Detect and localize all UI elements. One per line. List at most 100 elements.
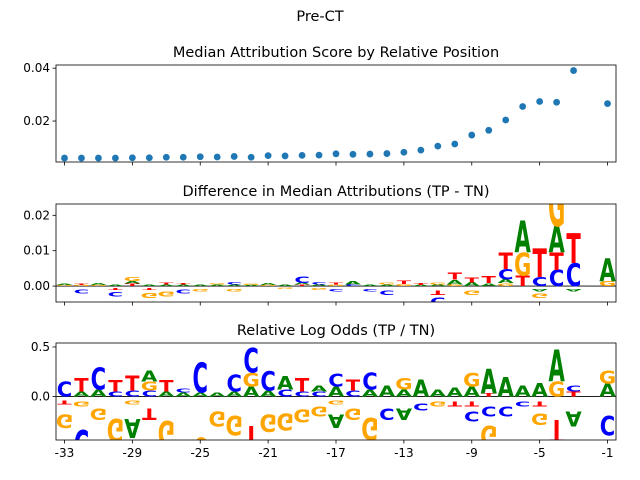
logo-letter-C: C — [294, 390, 309, 398]
logo-letter-A: A — [90, 283, 107, 286]
logo-letter-A: A — [175, 284, 192, 286]
logo-letter-glyph: T — [549, 412, 564, 449]
logo-letter-G: G — [463, 369, 480, 392]
logo-letter-glyph: A — [107, 285, 124, 287]
logo-letter-T: T — [515, 273, 530, 290]
logo-letter-glyph: A — [158, 284, 175, 286]
logo-letter-A: A — [192, 285, 209, 287]
logo-letter-G: G — [531, 409, 548, 427]
logo-letter-glyph: T — [125, 372, 140, 396]
logo-letter-glyph: G — [73, 285, 90, 287]
logo-letter-glyph: T — [465, 400, 480, 408]
logo-letter-glyph: G — [293, 405, 310, 426]
logo-letter-glyph: G — [480, 419, 497, 451]
scatter-point — [417, 146, 425, 154]
logo-letter-C: C — [413, 401, 428, 412]
logo-letter-G: G — [548, 378, 565, 402]
logo-letter-glyph: T — [142, 404, 157, 422]
logo-letter-glyph: C — [176, 288, 191, 294]
logo-letter-glyph: T — [244, 416, 258, 464]
logo-letter-glyph: C — [176, 388, 191, 394]
logo-letter-glyph: G — [429, 400, 446, 408]
logo-letter-C: C — [328, 370, 343, 391]
logo-letter-C: C — [74, 420, 89, 440]
logo-letter-glyph: G — [209, 283, 226, 285]
logo-letter-G: G — [446, 284, 463, 287]
logo-letter-T: T — [532, 242, 547, 287]
logo-letter-glyph: G — [124, 277, 141, 283]
logo-letter-T: T — [142, 404, 157, 422]
scatter-point — [400, 148, 408, 156]
logo-letter-C: C — [57, 378, 72, 402]
logo-letter-glyph: A — [396, 388, 413, 399]
logo-letter-A: A — [481, 362, 497, 402]
logo-letter-glyph: A — [209, 284, 226, 286]
logo-letter-glyph: A — [362, 388, 379, 399]
scatter-point — [111, 154, 119, 162]
logo-letter-glyph: C — [91, 363, 106, 398]
logo-letter-glyph: G — [531, 292, 548, 299]
logo-letter-glyph: C — [108, 390, 123, 398]
logo-letter-A: A — [311, 384, 328, 394]
scatter-point — [298, 151, 306, 159]
logo-letter-A: A — [498, 371, 514, 403]
logo-letter-glyph: A — [565, 406, 581, 430]
logo-letter-glyph: C — [379, 289, 394, 296]
logo-letter-glyph: G — [327, 284, 344, 286]
logo-letter-A: A — [328, 410, 345, 433]
logo-letter-glyph: G — [344, 404, 361, 422]
logo-letter-G: G — [124, 277, 141, 283]
logo-letter-glyph: C — [125, 389, 140, 399]
logo-letter-glyph: T — [108, 378, 123, 396]
logo-letter-T: T — [74, 284, 90, 286]
logo-letter-glyph: A — [277, 372, 294, 395]
logo-letter-glyph: G — [158, 413, 175, 453]
logo-letter-glyph: T — [431, 289, 446, 296]
logo-letter-A: A — [158, 284, 175, 286]
logo-letter-A: A — [311, 284, 328, 287]
logo-letter-glyph: T — [566, 390, 581, 398]
logo-letter-glyph: C — [481, 403, 496, 418]
logo-letter-T: T — [295, 374, 310, 397]
xtick-label: -25 — [190, 446, 210, 460]
logo-letter-C: C — [515, 400, 530, 408]
logo-letter-glyph: G — [395, 376, 412, 394]
logo-letter-G: G — [226, 288, 243, 293]
logo-letter-A: A — [226, 284, 243, 286]
logo-letter-A: A — [226, 390, 244, 398]
logo-letter-glyph: G — [73, 400, 90, 408]
scatter-point — [604, 100, 611, 107]
logo-letter-A: A — [124, 413, 141, 440]
logo-letter-glyph: A — [90, 388, 107, 399]
logo-letter-G: G — [73, 400, 90, 408]
scatter-point — [468, 131, 476, 139]
logo-letter-glyph: A — [124, 280, 141, 284]
logo-letter-G: G — [56, 410, 73, 433]
scatter-point — [196, 153, 204, 161]
logo-letter-glyph: C — [294, 390, 309, 398]
logo-letter-glyph: C — [413, 401, 428, 412]
logo-letter-A: A — [413, 285, 430, 287]
xtick-label: -21 — [258, 446, 278, 460]
logo-letter-G: G — [310, 403, 327, 418]
logo-letter-glyph: A — [226, 284, 243, 286]
logo-letter-glyph: C — [260, 365, 275, 397]
logo-letter-A: A — [192, 392, 208, 398]
logo-letter-A: A — [379, 383, 396, 400]
logo-letter-G: G — [259, 408, 276, 436]
scatter-point — [264, 152, 272, 160]
logo-letter-A: A — [464, 282, 481, 288]
ytick-label: 0.00 — [23, 279, 50, 293]
panel-1: Median Attribution Score by Relative Pos… — [23, 45, 617, 166]
logo-letter-glyph: A — [447, 279, 463, 286]
logo-letter-A: A — [599, 380, 615, 401]
logo-letter-T: T — [566, 390, 581, 398]
scatter-point — [281, 152, 289, 160]
logo-letter-T: T — [499, 250, 514, 275]
logo-letter-glyph: G — [141, 380, 158, 394]
logo-letter-glyph: A — [226, 390, 244, 398]
logo-letter-T: T — [57, 399, 72, 405]
logo-letter-A: A — [345, 280, 362, 285]
logo-letter-G: G — [90, 285, 107, 287]
logo-letter-glyph: C — [57, 378, 72, 402]
